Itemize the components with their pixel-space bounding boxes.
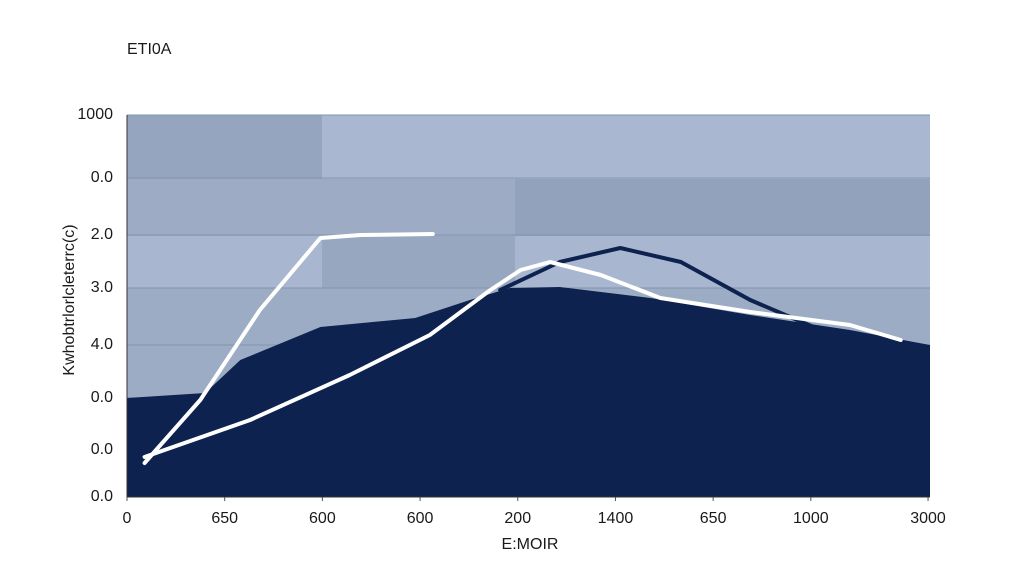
line [142,232,435,465]
y-tick-label: 4.0 [91,336,113,353]
background-block [127,179,515,236]
background-block [515,179,930,236]
y-axis-label: Kwhobtrlorlcleterrc(c) [61,224,78,375]
y-tick-label: 2.0 [91,226,113,243]
background-block [322,115,930,179]
x-tick-label: 600 [309,510,336,527]
x-tick-label: 3000 [910,510,946,527]
x-tick-label: 1400 [598,510,634,527]
y-tick-label: 0.0 [91,441,113,458]
y-tick-label: 0.0 [91,488,113,505]
background-block [322,236,515,288]
line [142,260,903,459]
x-tick-label: 600 [407,510,434,527]
y-tick-label: 3.0 [91,279,113,296]
y-tick-label: 0.0 [91,389,113,406]
area [127,287,930,497]
x-axis-label: E:MOIR [502,536,559,553]
x-tick-label: 0 [123,510,132,527]
background-block [127,115,322,179]
y-tick-label: 1000 [77,106,113,123]
background-block [127,236,930,288]
x-tick-label: 200 [504,510,531,527]
y-tick-label: 0.0 [91,169,113,186]
chart-title: ETI0A [127,41,172,58]
x-tick-label: 650 [700,510,727,527]
x-tick-label: 1000 [793,510,829,527]
x-tick-label: 650 [211,510,238,527]
line [498,246,903,354]
